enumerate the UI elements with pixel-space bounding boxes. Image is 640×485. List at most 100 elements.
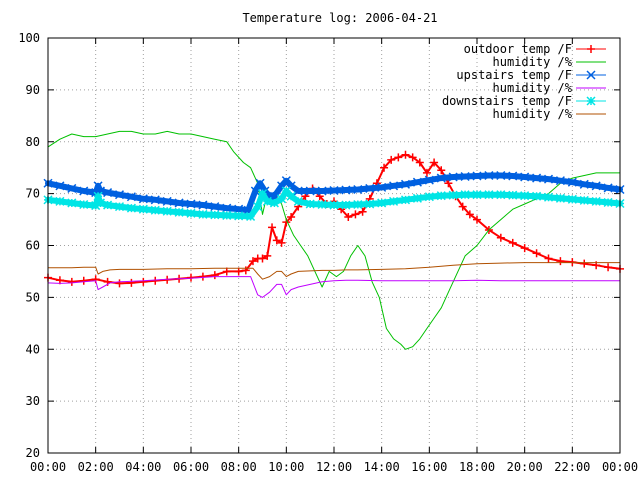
data-point	[138, 194, 148, 204]
data-point	[186, 208, 196, 218]
y-tick-label: 40	[26, 342, 40, 356]
data-point	[114, 202, 125, 212]
data-point	[277, 238, 286, 247]
data-point	[353, 184, 363, 195]
data-point	[150, 205, 160, 215]
y-tick-label: 80	[26, 135, 40, 149]
data-point	[344, 212, 353, 221]
data-point	[162, 196, 172, 206]
data-point	[210, 210, 220, 220]
data-point	[532, 191, 542, 201]
data-point	[436, 173, 446, 183]
data-point	[604, 263, 613, 272]
data-point	[365, 183, 375, 193]
series-2	[43, 170, 625, 215]
data-point	[508, 238, 517, 247]
data-point	[591, 196, 601, 206]
data-point	[293, 186, 303, 196]
series-line	[47, 130, 621, 350]
data-point	[365, 199, 375, 209]
data-point	[222, 210, 232, 220]
x-tick-label: 20:00	[507, 460, 543, 474]
data-point	[174, 207, 184, 217]
legend-label: downstairs temp /F	[442, 94, 572, 108]
data-point	[603, 183, 613, 193]
data-point	[484, 170, 494, 180]
data-point	[377, 182, 387, 192]
data-point	[198, 209, 208, 219]
y-tick-label: 70	[26, 187, 40, 201]
data-point	[67, 198, 77, 208]
data-point	[460, 171, 470, 182]
data-point	[103, 188, 113, 198]
legend-label: outdoor temp /F	[464, 42, 572, 56]
data-point	[415, 158, 424, 167]
series-line	[47, 262, 621, 280]
data-point	[67, 277, 76, 286]
data-point	[93, 181, 103, 191]
data-point	[377, 198, 387, 208]
data-point	[79, 186, 89, 196]
legend-label: humidity /%	[493, 55, 573, 69]
data-point	[424, 175, 434, 185]
series-1	[47, 130, 621, 350]
data-point	[257, 189, 268, 199]
x-tick-label: 22:00	[554, 460, 590, 474]
data-point	[380, 163, 389, 172]
data-point	[436, 191, 446, 201]
data-point	[412, 193, 422, 203]
data-point	[93, 191, 103, 201]
data-point	[422, 168, 431, 177]
data-point	[234, 211, 244, 221]
data-point	[484, 190, 494, 200]
data-point	[186, 199, 196, 209]
data-point	[555, 193, 565, 203]
data-point	[579, 179, 589, 189]
legend-marker	[587, 45, 595, 53]
data-point	[281, 186, 291, 196]
data-point	[472, 190, 482, 200]
x-tick-label: 10:00	[268, 460, 304, 474]
data-point	[55, 181, 65, 191]
data-point	[305, 199, 315, 209]
data-point	[448, 172, 458, 182]
data-point	[520, 172, 530, 182]
data-point	[496, 233, 505, 242]
x-tick-label: 00:00	[30, 460, 66, 474]
series-4	[43, 186, 625, 221]
data-point	[555, 176, 565, 186]
data-point	[241, 266, 250, 275]
data-point	[114, 190, 125, 200]
data-point	[103, 200, 113, 210]
data-point	[341, 200, 351, 210]
series-5	[47, 262, 621, 280]
data-point	[496, 190, 506, 200]
data-point	[389, 181, 399, 191]
data-point	[520, 244, 529, 253]
y-tick-label: 90	[26, 83, 40, 97]
chart-title: Temperature log: 2006-04-21	[242, 11, 437, 25]
data-point	[126, 203, 136, 213]
legend-marker	[586, 96, 596, 106]
data-point	[127, 278, 136, 287]
data-point	[67, 183, 77, 193]
data-point	[401, 150, 410, 159]
data-point	[532, 249, 541, 258]
data-point	[268, 223, 277, 232]
data-point	[210, 271, 219, 280]
data-point	[444, 179, 453, 188]
data-point	[139, 277, 148, 286]
data-point	[329, 185, 339, 196]
data-point	[460, 190, 470, 200]
data-point	[400, 195, 411, 205]
axes: 20 30 40 50 60 70 80 90 100 00:00 02:00 04:00 06:00 0…	[18, 31, 638, 474]
x-tick-label: 00:00	[602, 460, 638, 474]
data-point	[394, 153, 403, 162]
data-point	[400, 179, 411, 189]
data-point	[437, 166, 446, 175]
data-point	[198, 200, 208, 210]
data-point	[115, 279, 124, 288]
data-point	[234, 204, 244, 214]
